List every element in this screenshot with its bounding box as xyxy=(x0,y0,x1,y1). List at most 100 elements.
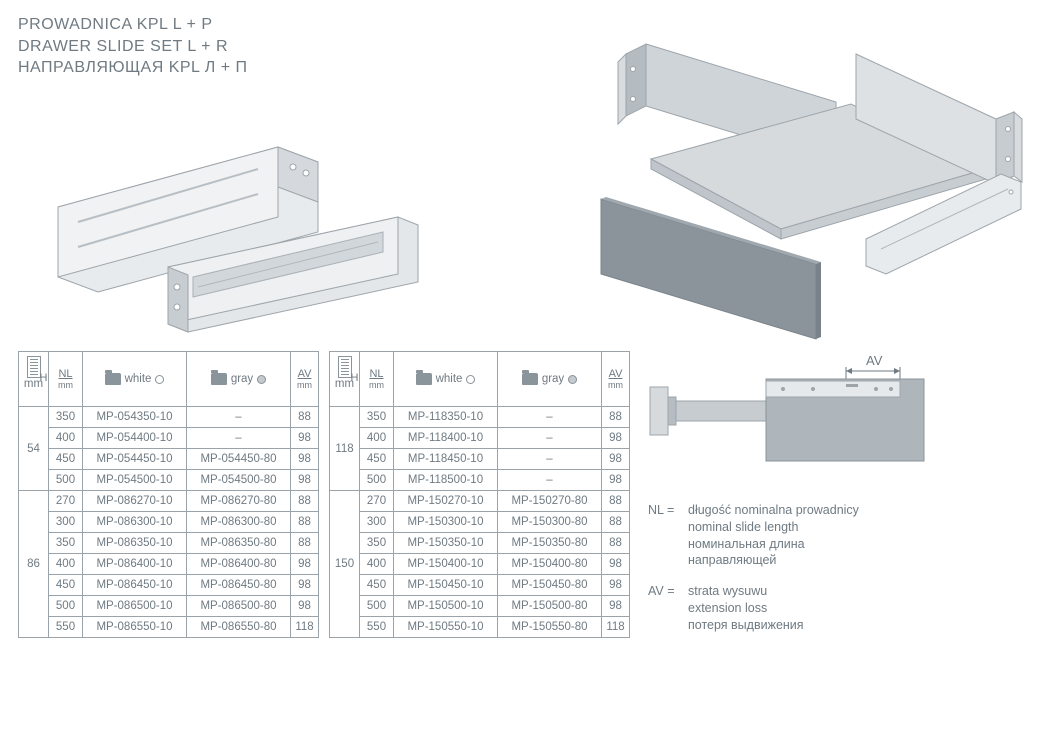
cell-h: 86 xyxy=(19,491,49,638)
legend-nl-pl: długość nominalna prowadnicy xyxy=(688,502,859,519)
cell-nl: 350 xyxy=(49,533,83,554)
cell-av: 98 xyxy=(602,596,630,617)
legend-av-ru: потеря выдвижения xyxy=(688,617,804,634)
cell-nl: 350 xyxy=(49,407,83,428)
cell-nl: 300 xyxy=(49,512,83,533)
cell-white: MP-086270-10 xyxy=(83,491,187,512)
cell-av: 88 xyxy=(291,512,319,533)
legend-nl-ru1: номинальная длина xyxy=(688,536,859,553)
cell-gray: – xyxy=(498,449,602,470)
cell-white: MP-086500-10 xyxy=(83,596,187,617)
table-row: 54350MP-054350-10–88 xyxy=(19,407,319,428)
cell-nl: 350 xyxy=(360,533,394,554)
cell-gray: MP-150300-80 xyxy=(498,512,602,533)
table-row: 300MP-150300-10MP-150300-8088 xyxy=(330,512,630,533)
cell-white: MP-118400-10 xyxy=(394,428,498,449)
cell-white: MP-054500-10 xyxy=(83,470,187,491)
table-row: 350MP-086350-10MP-086350-8088 xyxy=(19,533,319,554)
cell-gray: MP-150550-80 xyxy=(498,617,602,638)
cell-av: 98 xyxy=(291,449,319,470)
cell-nl: 270 xyxy=(360,491,394,512)
cell-gray: – xyxy=(498,407,602,428)
cell-gray: MP-086350-80 xyxy=(187,533,291,554)
cell-white: MP-118500-10 xyxy=(394,470,498,491)
table-row: 400MP-150400-10MP-150400-8098 xyxy=(330,554,630,575)
cell-nl: 450 xyxy=(360,575,394,596)
cell-av: 88 xyxy=(602,407,630,428)
table-row: 500MP-150500-10MP-150500-8098 xyxy=(330,596,630,617)
table-row: 400MP-118400-10–98 xyxy=(330,428,630,449)
cell-gray: – xyxy=(498,470,602,491)
title-en: DRAWER SLIDE SET L + R xyxy=(18,36,556,58)
cell-white: MP-086550-10 xyxy=(83,617,187,638)
drawer-exploded-illustration xyxy=(556,14,1026,344)
cell-gray: MP-150270-80 xyxy=(498,491,602,512)
cell-gray: MP-054450-80 xyxy=(187,449,291,470)
legend-nl-ru2: направляющей xyxy=(688,552,859,569)
white-swatch-icon xyxy=(155,375,164,384)
white-swatch-icon xyxy=(466,375,475,384)
cell-h: 150 xyxy=(330,491,360,638)
cell-av: 98 xyxy=(291,575,319,596)
title-ru: НАПРАВЛЯЮЩАЯ KPL Л + П xyxy=(18,57,556,79)
cell-gray: MP-086450-80 xyxy=(187,575,291,596)
cell-gray: MP-150500-80 xyxy=(498,596,602,617)
cell-nl: 300 xyxy=(360,512,394,533)
table-row: 450MP-086450-10MP-086450-8098 xyxy=(19,575,319,596)
table-row: 300MP-086300-10MP-086300-8088 xyxy=(19,512,319,533)
table-row: 500MP-118500-10–98 xyxy=(330,470,630,491)
cell-white: MP-086400-10 xyxy=(83,554,187,575)
cell-nl: 550 xyxy=(360,617,394,638)
table-row: 400MP-086400-10MP-086400-8098 xyxy=(19,554,319,575)
cell-white: MP-118450-10 xyxy=(394,449,498,470)
cell-h: 54 xyxy=(19,407,49,491)
cell-av: 88 xyxy=(602,491,630,512)
table-row: 350MP-150350-10MP-150350-8088 xyxy=(330,533,630,554)
cell-gray: – xyxy=(187,428,291,449)
folder-icon xyxy=(211,373,227,385)
cell-gray: MP-150450-80 xyxy=(498,575,602,596)
gray-swatch-icon xyxy=(257,375,266,384)
cell-nl: 500 xyxy=(49,470,83,491)
cell-nl: 500 xyxy=(360,596,394,617)
cell-white: MP-086450-10 xyxy=(83,575,187,596)
cell-gray: MP-086300-80 xyxy=(187,512,291,533)
cell-nl: 500 xyxy=(360,470,394,491)
cell-nl: 400 xyxy=(360,554,394,575)
cell-nl: 400 xyxy=(49,554,83,575)
product-title: PROWADNICA KPL L + P DRAWER SLIDE SET L … xyxy=(18,14,556,79)
table-row: 118350MP-118350-10–88 xyxy=(330,407,630,428)
cell-gray: – xyxy=(187,407,291,428)
folder-icon xyxy=(416,373,432,385)
cell-nl: 400 xyxy=(49,428,83,449)
av-diagram: AV xyxy=(648,351,928,481)
cell-white: MP-054400-10 xyxy=(83,428,187,449)
cell-white: MP-150550-10 xyxy=(394,617,498,638)
legend-av-en: extension loss xyxy=(688,600,804,617)
cell-gray: MP-086270-80 xyxy=(187,491,291,512)
folder-icon xyxy=(105,373,121,385)
cell-gray: – xyxy=(498,428,602,449)
table-row: 400MP-054400-10–98 xyxy=(19,428,319,449)
legend-nl-en: nominal slide length xyxy=(688,519,859,536)
gray-swatch-icon xyxy=(568,375,577,384)
cell-av: 98 xyxy=(602,470,630,491)
cell-av: 98 xyxy=(291,470,319,491)
table-row: 450MP-118450-10–98 xyxy=(330,449,630,470)
cell-gray: MP-086550-80 xyxy=(187,617,291,638)
table-row: 550MP-150550-10MP-150550-80118 xyxy=(330,617,630,638)
cell-gray: MP-086500-80 xyxy=(187,596,291,617)
table-row: 550MP-086550-10MP-086550-80118 xyxy=(19,617,319,638)
cell-av: 98 xyxy=(602,554,630,575)
cell-av: 98 xyxy=(291,554,319,575)
cell-white: MP-150350-10 xyxy=(394,533,498,554)
legend: NL = długość nominalna prowadnicy nomina… xyxy=(648,502,1026,634)
ruler-icon xyxy=(27,356,41,378)
spec-table-2: mmH NLmm white gray AVmm 118350MP-118350… xyxy=(329,351,630,639)
slide-rails-illustration xyxy=(18,87,438,347)
cell-gray: MP-086400-80 xyxy=(187,554,291,575)
cell-av: 98 xyxy=(602,428,630,449)
table-row: 450MP-150450-10MP-150450-8098 xyxy=(330,575,630,596)
table-row: 450MP-054450-10MP-054450-8098 xyxy=(19,449,319,470)
cell-white: MP-118350-10 xyxy=(394,407,498,428)
